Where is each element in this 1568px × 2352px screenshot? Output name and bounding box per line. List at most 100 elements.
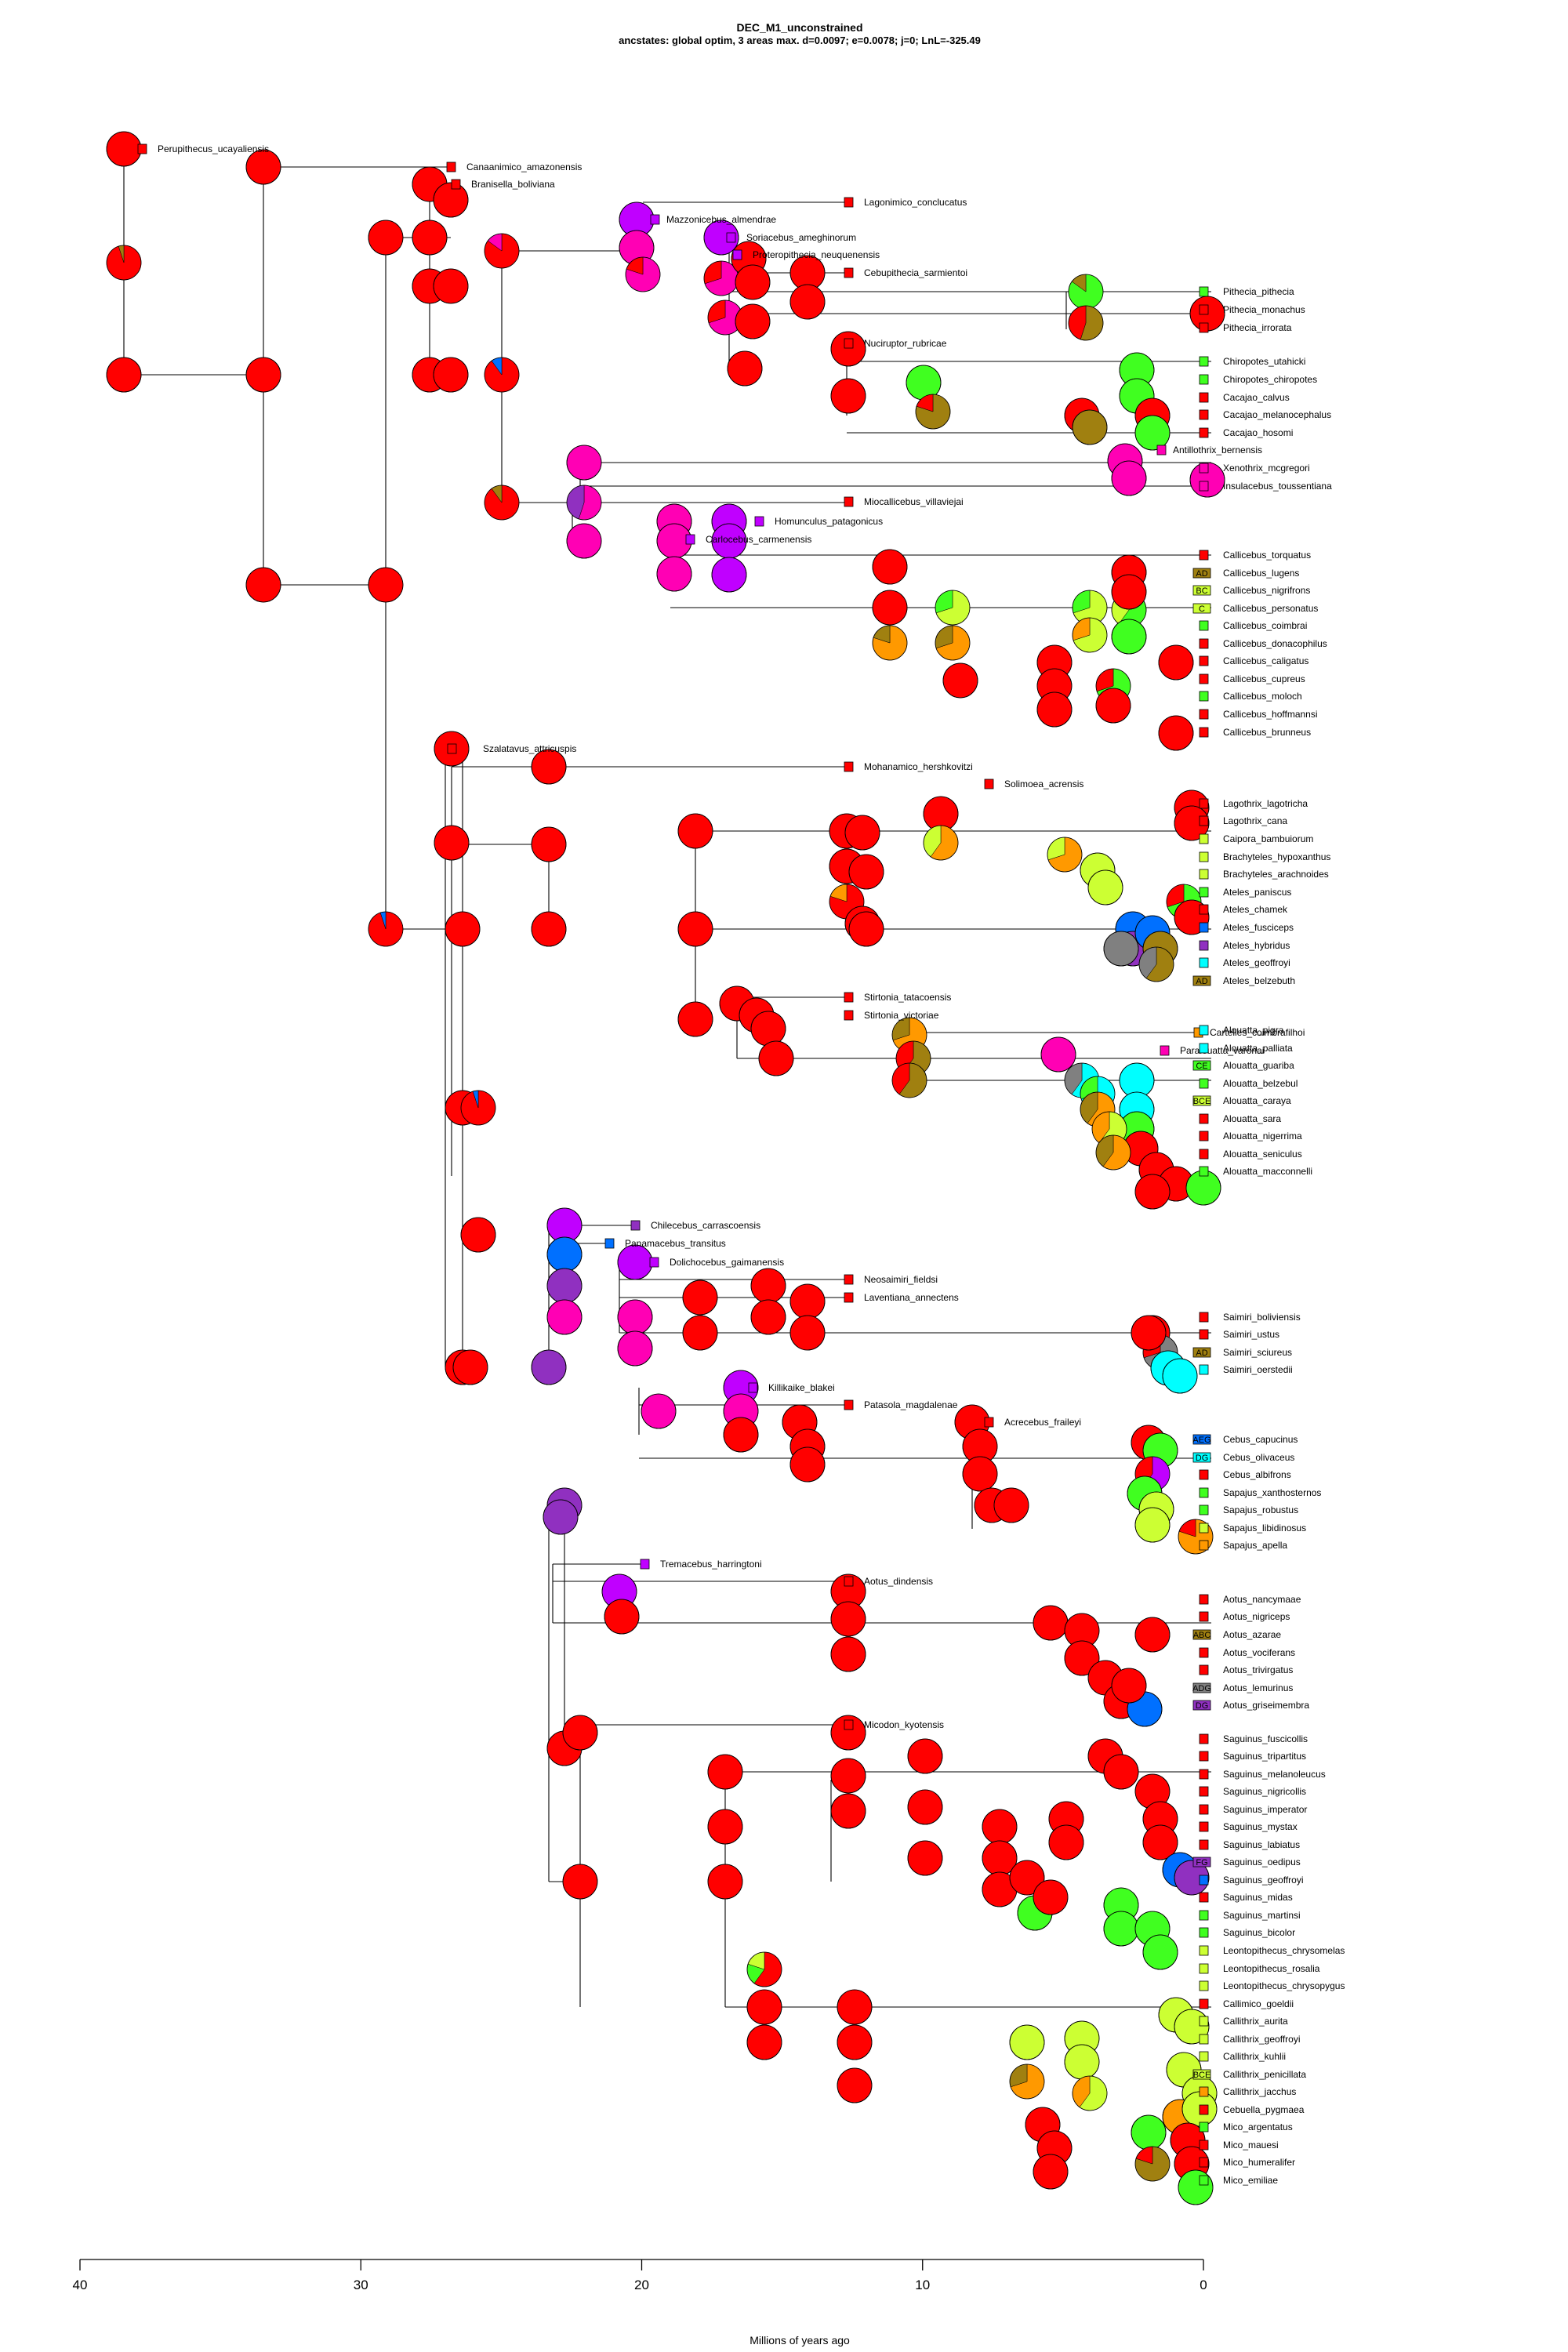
tip-label: Saguinus_fuscicollis — [1223, 1733, 1308, 1744]
fossil-tip: Mohanamico_hershkovitzi — [844, 761, 973, 772]
tip-label: Lagothrix_lagotricha — [1223, 798, 1308, 809]
node-pie — [1158, 715, 1194, 751]
tip-label: Callicebus_brunneus — [1223, 727, 1311, 738]
node-pie — [789, 1283, 826, 1319]
node-pie — [1068, 274, 1104, 310]
tip-label: Callimico_goeldii — [1223, 1998, 1294, 2009]
tip-area-box — [1199, 922, 1209, 933]
tip-label: Alouatta_pigra — [1223, 1025, 1284, 1036]
tip-area-code: BC — [1196, 586, 1207, 596]
node-pie — [368, 567, 404, 603]
node-pie — [848, 854, 884, 890]
tip-label: Pithecia_monachus — [1223, 304, 1305, 315]
tip: Callicebus_donacophilus — [1199, 638, 1327, 649]
fossil-label: Branisella_boliviana — [471, 179, 555, 190]
node-pie — [1111, 619, 1147, 655]
tip-area-box — [1199, 481, 1209, 492]
tip: Ateles_chamek — [1199, 904, 1288, 915]
node-pie — [434, 825, 470, 861]
tip-area-box — [1199, 1166, 1209, 1177]
tip: ADG Aotus_lemurinus — [1192, 1682, 1293, 1693]
fossil-label: Canaanimico_amazonensis — [466, 162, 582, 172]
node-pie — [942, 662, 978, 699]
tip-label: Ateles_paniscus — [1223, 887, 1291, 898]
node-pie — [935, 625, 971, 661]
tip-area-box — [1199, 904, 1209, 915]
tip-label: Leontopithecus_chrysomelas — [1223, 1945, 1345, 1956]
tip: Callicebus_torquatus — [1199, 550, 1311, 561]
tip-label: Saimiri_ustus — [1223, 1329, 1279, 1340]
fossil-label: Cebupithecia_sarmientoi — [864, 267, 967, 278]
node-pie — [641, 1393, 677, 1429]
tip: Saguinus_geoffroyi — [1199, 1875, 1304, 1886]
fossil-area-box — [630, 1220, 641, 1231]
tip-area-box — [1199, 1804, 1209, 1815]
tip-area-box — [1192, 2069, 1211, 2080]
tip-label: Saguinus_bicolor — [1223, 1927, 1295, 1938]
tip-area-box — [1199, 1769, 1209, 1780]
node-pie — [1047, 837, 1083, 873]
node-pie — [1134, 415, 1171, 451]
tip: Xenothrix_mcgregori — [1199, 463, 1310, 474]
node-pie — [1103, 1754, 1139, 1790]
tip: Callicebus_hoffmannsi — [1199, 709, 1318, 720]
node-pie — [1064, 2044, 1100, 2080]
node-pie — [1072, 590, 1108, 626]
tip: BC Callicebus_nigrifrons — [1192, 585, 1310, 596]
node-pie — [1111, 460, 1147, 496]
tip-label: Saguinus_mystax — [1223, 1821, 1298, 1832]
tip: Saimiri_oerstedii — [1199, 1364, 1293, 1375]
tip-area-box — [1199, 1025, 1209, 1036]
tip-area-code: CE — [1196, 1062, 1207, 1071]
node-pie — [106, 131, 142, 167]
tip-area-box — [1199, 2157, 1209, 2168]
tip-area-box — [1199, 815, 1209, 826]
node-pie — [531, 1349, 567, 1385]
node-pie — [1103, 931, 1139, 967]
tip: Mico_emiliae — [1199, 2175, 1278, 2186]
tip: Pithecia_irrorata — [1199, 322, 1292, 333]
tip: Saguinus_imperator — [1199, 1804, 1307, 1815]
node-pie — [460, 1090, 496, 1126]
tip: Chiropotes_utahicki — [1199, 356, 1305, 367]
tip-area-box — [1199, 957, 1209, 968]
tip-label: Aotus_vociferans — [1223, 1647, 1295, 1658]
tip-area-box — [1199, 1821, 1209, 1832]
tip-area-box — [1192, 1347, 1211, 1358]
tip-label: Cebus_capucinus — [1223, 1434, 1298, 1445]
tip-area-code: DG — [1196, 1454, 1209, 1463]
tip-label: Callicebus_coimbrai — [1223, 620, 1307, 631]
axis-ticks: 40 30 20 10 0 — [73, 2259, 1207, 2292]
node-pie — [1131, 2114, 1167, 2151]
fossil-area-box — [984, 779, 994, 789]
tip: Callithrix_jacchus — [1199, 2086, 1296, 2097]
tip-label: Callicebus_donacophilus — [1223, 638, 1327, 649]
fossil-label: Patasola_magdalenae — [864, 1399, 958, 1410]
fossil-label: Nuciruptor_rubricae — [864, 338, 947, 349]
tip-area-box — [1199, 1131, 1209, 1142]
tip-label: Saguinus_melanoleucus — [1223, 1769, 1326, 1780]
tip: Saimiri_boliviensis — [1199, 1312, 1301, 1323]
tip-label: Cacajao_calvus — [1223, 392, 1290, 403]
fossil-tip: Aotus_dindensis — [844, 1576, 933, 1587]
node-pie — [711, 557, 747, 593]
tip-area-box — [1192, 1682, 1211, 1693]
tip: Saguinus_bicolor — [1199, 1927, 1295, 1938]
tip-area-box — [1199, 304, 1209, 315]
fossil-tip: Chilecebus_carrascoensis — [630, 1220, 760, 1231]
node-pie — [789, 284, 826, 320]
fossil-area-box — [844, 1274, 854, 1285]
tip: Callimico_goeldii — [1199, 1998, 1294, 2009]
tip-area-box — [1192, 585, 1211, 596]
tip-label: Lagothrix_cana — [1223, 815, 1287, 826]
fossil-label: Szalatavus_attricuspis — [483, 743, 576, 754]
node-pie — [1048, 1824, 1084, 1860]
fossil-label: Micodon_kyotensis — [864, 1719, 944, 1730]
tip-area-box — [1199, 1980, 1209, 1991]
diagram-subtitle: ancstates: global optim, 3 areas max. d=… — [619, 34, 981, 46]
tip-area-code: AD — [1196, 569, 1207, 579]
tip-label: Alouatta_palliata — [1223, 1043, 1293, 1054]
tip-label: Alouatta_caraya — [1223, 1095, 1291, 1106]
node-pie — [1134, 1174, 1171, 1210]
node-pie — [1009, 2024, 1045, 2060]
